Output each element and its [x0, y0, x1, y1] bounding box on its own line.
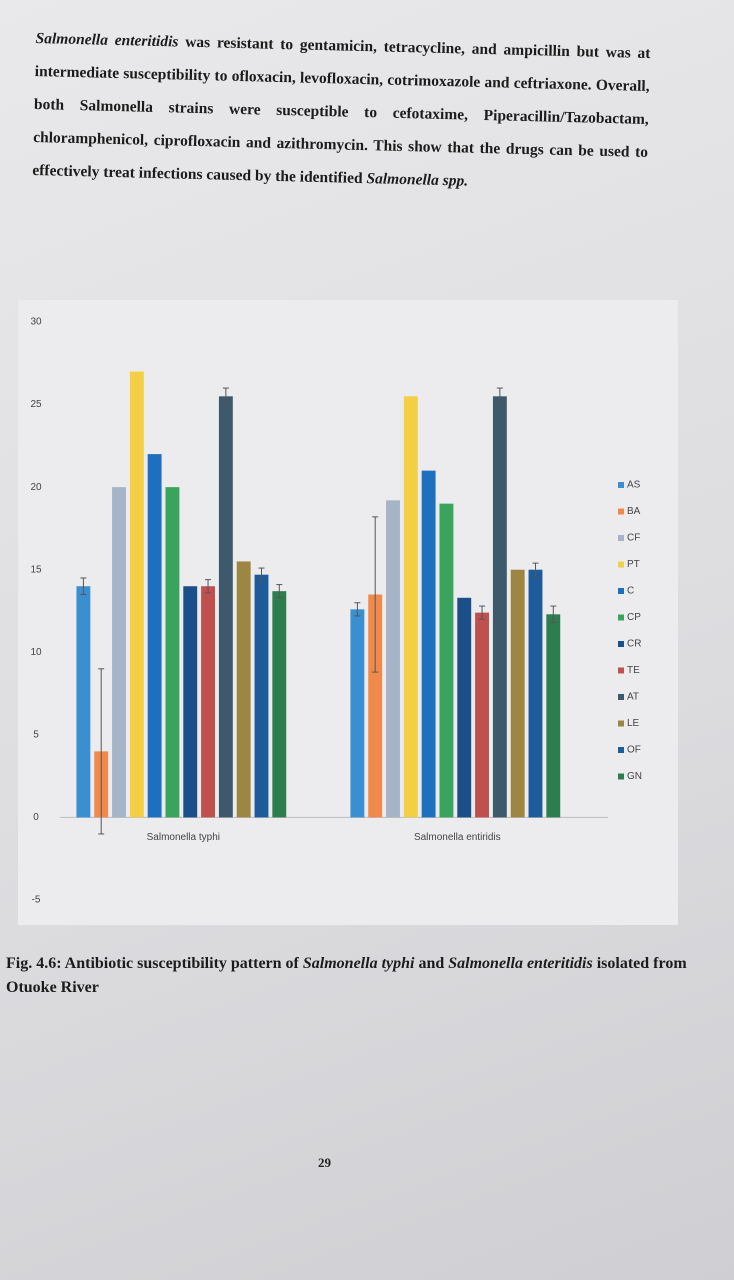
legend-label: BA — [627, 506, 641, 517]
legend-swatch — [618, 508, 624, 515]
text-run: Salmonella spp. — [366, 170, 469, 190]
chart: -5 0 5 10 15 20 25 30 Salmonella typhi Salmonella… — [30, 317, 642, 906]
legend-label: CF — [627, 533, 640, 544]
legend-swatch — [618, 667, 624, 674]
bar — [475, 612, 490, 818]
legend-label: CP — [627, 612, 641, 623]
legend-swatch — [618, 588, 624, 594]
x-tick-label: Salmonella entiridis — [414, 832, 501, 843]
bar — [218, 396, 233, 818]
bar — [272, 591, 287, 818]
legend-label: C — [627, 586, 634, 597]
bar — [510, 569, 525, 818]
y-tick-label: 15 — [30, 564, 42, 575]
bar — [421, 470, 436, 818]
bar — [112, 487, 126, 818]
bar — [201, 586, 216, 818]
y-tick-label: 25 — [30, 399, 42, 410]
text-run: and — [418, 955, 445, 972]
legend-label: GN — [627, 771, 642, 782]
legend-swatch — [618, 614, 624, 621]
legend-label: AT — [627, 692, 639, 703]
bar — [254, 574, 269, 818]
legend-swatch — [618, 535, 624, 541]
bar — [129, 371, 144, 818]
legend-label: TE — [627, 665, 640, 676]
bar — [546, 614, 561, 818]
legend-swatch — [618, 720, 624, 727]
text-run: isolated from Otuoke River — [6, 955, 687, 996]
legend-swatch — [618, 561, 624, 568]
bar — [76, 586, 91, 818]
paragraph: Salmonella enteritidis was resistant to … — [32, 22, 651, 202]
legend-swatch — [618, 694, 624, 700]
legend-swatch — [618, 641, 624, 647]
bar — [386, 500, 400, 818]
bar — [439, 503, 454, 818]
x-tick-label: Salmonella typhi — [147, 832, 220, 843]
bar — [350, 609, 365, 818]
chart-area: -5 0 5 10 15 20 25 30 Salmonella typhi Salmonella… — [18, 300, 678, 925]
bar — [457, 597, 472, 818]
text-run: Salmonella enteritidis — [35, 29, 179, 51]
y-tick-label: 20 — [30, 482, 42, 493]
caption: Fig. 4.6: Antibiotic susceptibility patt… — [6, 952, 696, 1000]
text-run: Salmonella enteritidis — [448, 955, 593, 972]
legend-label: LE — [627, 718, 640, 729]
bar — [492, 396, 507, 818]
legend-label: AS — [627, 480, 641, 491]
y-tick-label: 10 — [30, 647, 42, 658]
bar — [147, 454, 162, 818]
y-tick-label: 30 — [30, 317, 42, 328]
legend-label: CR — [627, 639, 641, 650]
page-number: 29 — [318, 1155, 331, 1170]
y-tick-label: 5 — [33, 729, 39, 740]
legend-label: PT — [627, 559, 640, 570]
bar — [165, 487, 180, 818]
text-run: Salmonella typhi — [302, 955, 415, 972]
bar — [183, 586, 198, 818]
legend-swatch — [618, 482, 624, 488]
text-run: was resistant to gentamicin, tetracyclin… — [32, 33, 651, 188]
bar — [403, 396, 418, 818]
text-run: Fig. 4.6: Antibiotic susceptibility patt… — [6, 955, 299, 972]
bar — [236, 561, 251, 818]
y-tick-label: -5 — [32, 895, 41, 906]
bar — [528, 569, 543, 818]
legend-swatch — [618, 747, 624, 753]
legend-swatch — [618, 773, 624, 780]
y-tick-label: 0 — [33, 812, 39, 823]
bar — [368, 594, 383, 818]
legend-label: OF — [627, 745, 641, 756]
